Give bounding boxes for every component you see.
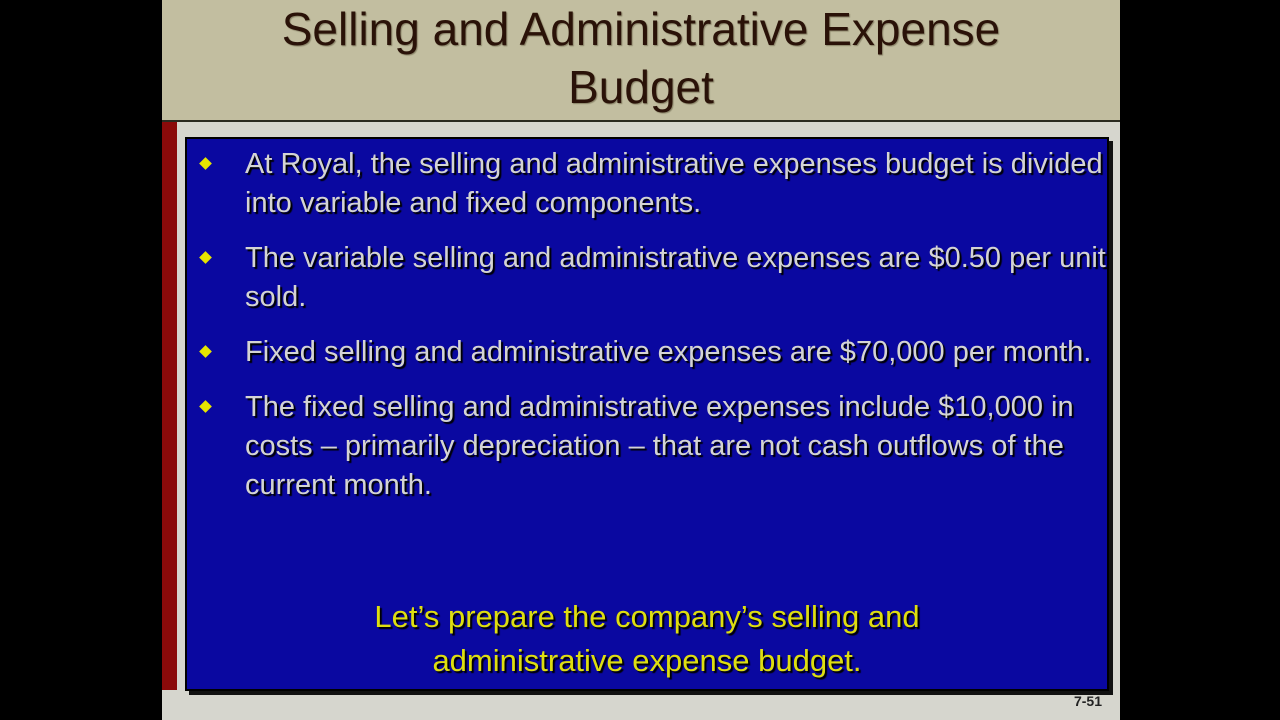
bullet-list: At Royal, the selling and administrative… <box>187 145 1107 521</box>
bullet-text: The fixed selling and administrative exp… <box>245 391 1074 501</box>
diamond-icon <box>199 400 212 413</box>
slide: Selling and Administrative Expense Budge… <box>162 0 1120 720</box>
callout-text: Let’s prepare the company’s selling and … <box>187 595 1107 683</box>
title-line-1: Selling and Administrative Expense <box>281 3 1001 55</box>
diamond-icon <box>199 251 212 264</box>
bullet-text: The variable selling and administrative … <box>245 242 1106 313</box>
slide-title: Selling and Administrative Expense Budge… <box>162 0 1120 116</box>
bullet-text: Fixed selling and administrative expense… <box>245 336 1092 368</box>
diamond-icon <box>199 345 212 358</box>
bullet-item: Fixed selling and administrative expense… <box>187 333 1107 372</box>
bullet-item: The fixed selling and administrative exp… <box>187 388 1107 505</box>
accent-bar <box>162 122 177 690</box>
page-number: 7-51 <box>1073 693 1102 709</box>
title-line-2: Budget <box>568 61 714 113</box>
callout-line-2: administrative expense budget. <box>432 643 862 678</box>
bullet-text: At Royal, the selling and administrative… <box>245 148 1103 219</box>
bullet-item: At Royal, the selling and administrative… <box>187 145 1107 223</box>
callout-line-1: Let’s prepare the company’s selling and <box>374 599 920 634</box>
title-bar: Selling and Administrative Expense Budge… <box>162 0 1120 122</box>
content-panel: At Royal, the selling and administrative… <box>185 137 1109 691</box>
diamond-icon <box>199 157 212 170</box>
bullet-item: The variable selling and administrative … <box>187 239 1107 317</box>
